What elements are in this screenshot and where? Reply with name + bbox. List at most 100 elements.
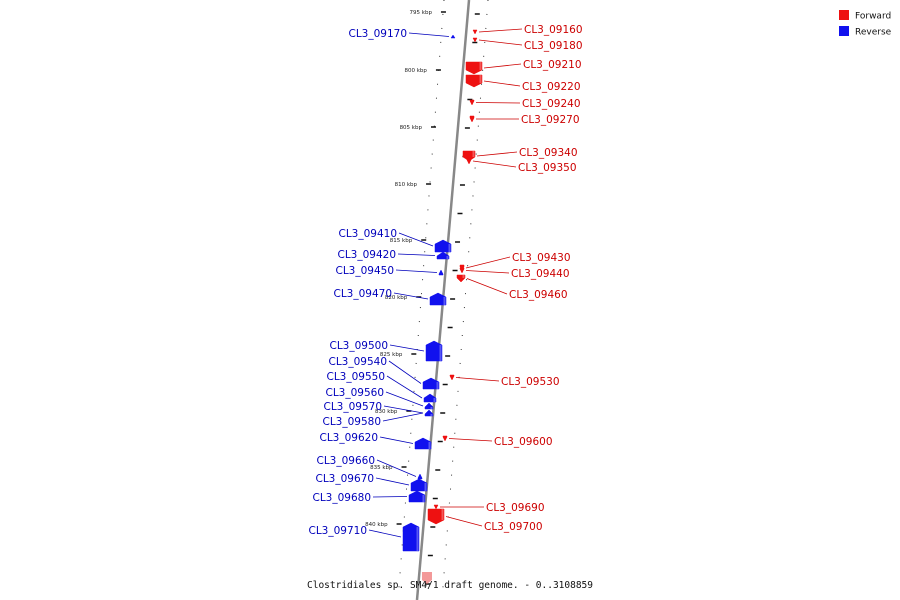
reverse-gene-leader <box>372 496 408 498</box>
forward-gene-leader <box>476 151 518 157</box>
reverse-gene-label[interactable]: CL3_09670 <box>315 473 374 485</box>
forward-gene-cl3_09180[interactable] <box>472 37 478 43</box>
legend-swatch-reverse <box>839 26 849 36</box>
reverse-gene-cl3_09560[interactable] <box>424 402 434 410</box>
forward-gene-leader <box>465 270 510 274</box>
forward-gene-leader <box>466 278 508 295</box>
forward-gene-leader <box>483 63 522 69</box>
reverse-gene-cl3_09710-shade <box>416 527 419 551</box>
forward-gene-leader <box>455 377 500 382</box>
reverse-gene-cl3_09660[interactable] <box>417 473 423 480</box>
forward-gene-label[interactable]: CL3_09440 <box>511 268 570 280</box>
forward-gene-cl3_09460[interactable] <box>456 274 466 283</box>
forward-gene-cl3_09210-shade <box>479 62 482 70</box>
reverse-gene-cl3_09570[interactable] <box>424 409 434 417</box>
forward-gene-label[interactable]: CL3_09600 <box>494 436 553 448</box>
reverse-gene-cl3_09540[interactable] <box>422 377 440 390</box>
forward-gene-label[interactable]: CL3_09350 <box>518 162 577 174</box>
forward-gene-label[interactable]: CL3_09240 <box>522 98 581 110</box>
reverse-gene-cl3_09500-shade <box>439 345 442 361</box>
reverse-gene-cl3_09710[interactable] <box>402 522 420 552</box>
reverse-gene-label[interactable]: CL3_09680 <box>312 492 371 504</box>
reverse-gene-label[interactable]: CL3_09470 <box>333 288 392 300</box>
reverse-gene-label[interactable]: CL3_09500 <box>329 340 388 352</box>
forward-gene-label[interactable]: CL3_09270 <box>521 114 580 126</box>
reverse-gene-label[interactable]: CL3_09580 <box>322 416 381 428</box>
forward-gene-cl3_09350[interactable] <box>466 157 472 165</box>
reverse-gene-label[interactable]: CL3_09410 <box>338 228 397 240</box>
reverse-gene-cl3_09560-shade <box>430 407 433 409</box>
forward-gene-cl3_09690[interactable] <box>433 504 439 510</box>
forward-gene-cl3_09700-shade <box>441 509 444 520</box>
legend-label-reverse: Reverse <box>855 28 892 38</box>
forward-gene-label[interactable]: CL3_09690 <box>486 502 545 514</box>
forward-gene-cl3_09240[interactable] <box>469 99 475 106</box>
reverse-gene-leader <box>388 360 422 384</box>
reverse-gene-label[interactable]: CL3_09450 <box>335 265 394 277</box>
forward-gene-cl3_09340[interactable] <box>462 150 476 162</box>
reverse-gene-label[interactable]: CL3_09570 <box>323 401 382 413</box>
reverse-gene-cl3_09500[interactable] <box>425 340 443 362</box>
axis-tick-label: 805 kbp <box>400 125 423 131</box>
reverse-gene-leader <box>408 32 450 37</box>
reverse-gene-leader <box>368 529 402 538</box>
forward-gene-leader <box>475 102 521 104</box>
forward-gene-cl3_09700[interactable] <box>427 508 445 525</box>
reverse-gene-cl3_09620[interactable] <box>414 437 432 450</box>
axis-tick-label: 815 kbp <box>390 238 413 244</box>
axis-tick-label: 800 kbp <box>405 68 428 74</box>
forward-gene-cl3_09600[interactable] <box>442 435 448 442</box>
axis-tick-label: 820 kbp <box>385 295 408 301</box>
forward-gene-label[interactable]: CL3_09460 <box>509 289 568 301</box>
axis-tick-label: 835 kbp <box>370 465 393 471</box>
forward-gene-label[interactable]: CL3_09430 <box>512 252 571 264</box>
reverse-gene-leader <box>379 436 414 444</box>
reverse-gene-leader <box>375 477 410 486</box>
reverse-gene-label[interactable]: CL3_09550 <box>326 371 385 383</box>
reverse-gene-leader <box>386 375 423 399</box>
reverse-gene-label[interactable]: CL3_09620 <box>319 432 378 444</box>
reverse-gene-cl3_09470[interactable] <box>429 292 447 306</box>
reverse-gene-label[interactable]: CL3_09540 <box>328 356 387 368</box>
reverse-gene-cl3_09680[interactable] <box>408 490 426 503</box>
forward-gene-cl3_09210[interactable] <box>465 61 483 75</box>
reverse-gene-label[interactable]: CL3_09560 <box>325 387 384 399</box>
forward-gene-label[interactable]: CL3_09220 <box>522 81 581 93</box>
forward-gene-label[interactable]: CL3_09210 <box>523 59 582 71</box>
axis-tick-label: 840 kbp <box>365 522 388 528</box>
reverse-gene-leader <box>393 292 429 300</box>
forward-gene-label[interactable]: CL3_09160 <box>524 24 583 36</box>
forward-gene-label[interactable]: CL3_09340 <box>519 147 578 159</box>
forward-gene-label[interactable]: CL3_09180 <box>524 40 583 52</box>
forward-gene-label[interactable]: CL3_09700 <box>484 521 543 533</box>
reverse-gene-cl3_09540-shade <box>436 382 439 389</box>
gene-labels: CL3_09160 CL3_09180 CL3_09210 CL3_09220 CL3_… <box>308 24 583 538</box>
reverse-gene-cl3_09670[interactable] <box>410 478 428 492</box>
forward-gene-cl3_09160[interactable] <box>472 29 478 35</box>
reverse-gene-leader <box>389 344 425 352</box>
forward-gene-cl3_09530[interactable] <box>449 374 455 381</box>
legend-label-forward: Forward <box>855 12 891 22</box>
legend-swatch-forward <box>839 10 849 20</box>
axis-tick-label: 830 kbp <box>375 409 398 415</box>
forward-gene-leader <box>465 256 511 269</box>
forward-gene-cl3_09270[interactable] <box>469 115 475 123</box>
reverse-gene-cl3_09550[interactable] <box>423 393 437 403</box>
forward-gene-cl3_09440[interactable] <box>459 267 465 274</box>
forward-gene-label[interactable]: CL3_09530 <box>501 376 560 388</box>
reverse-gene-leader <box>385 391 424 407</box>
axis-tick-label: 795 kbp <box>410 10 433 16</box>
reverse-gene-label[interactable]: CL3_09710 <box>308 525 367 537</box>
legend: Forward Reverse <box>839 10 892 38</box>
reverse-gene-cl3_09450[interactable] <box>438 269 444 276</box>
forward-gene-leader <box>448 438 493 442</box>
forward-gene-cl3_09220[interactable] <box>465 74 483 88</box>
reverse-gene-cl3_09420[interactable] <box>436 251 450 260</box>
reverse-gene-label[interactable]: CL3_09420 <box>337 249 396 261</box>
reverse-gene-label[interactable]: CL3_09170 <box>348 28 407 40</box>
forward-gene-cl3_09340-shade <box>472 151 475 157</box>
reverse-gene-cl3_09670-shade <box>424 483 427 491</box>
reverse-gene-cl3_09170[interactable] <box>450 34 456 39</box>
reverse-gene-label[interactable]: CL3_09660 <box>316 455 375 467</box>
